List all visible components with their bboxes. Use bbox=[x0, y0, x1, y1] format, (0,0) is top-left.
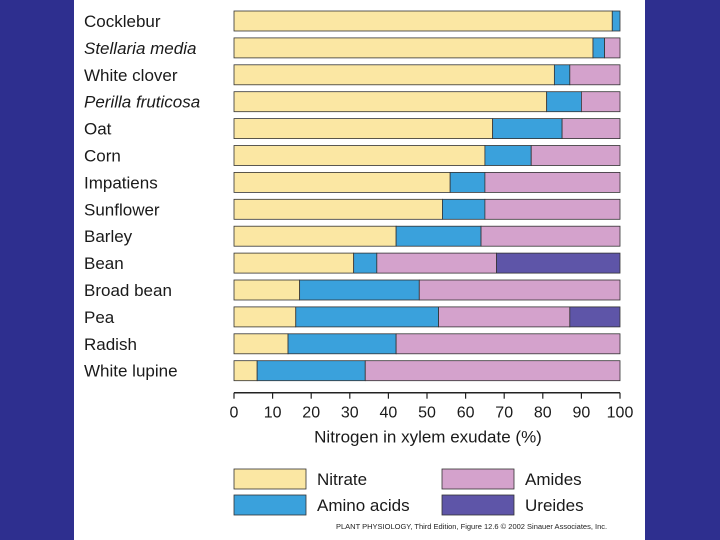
category-label-barley: Barley bbox=[84, 227, 133, 246]
legend: Nitrate Amides Amino acids Ureides bbox=[233, 468, 584, 516]
bar-bean-amino-acids bbox=[353, 252, 378, 274]
bar-pea-ureides bbox=[569, 306, 621, 328]
category-label-impatiens: Impatiens bbox=[84, 173, 158, 192]
category-label-corn: Corn bbox=[84, 147, 121, 166]
bar-stellaria-media-amino-acids bbox=[592, 37, 605, 59]
category-label-oat: Oat bbox=[84, 120, 112, 139]
legend-label-amides: Amides bbox=[525, 470, 582, 489]
legend-label-amino-acids: Amino acids bbox=[317, 496, 410, 515]
x-tick-label-70: 70 bbox=[495, 405, 513, 422]
bar-barley-amides bbox=[480, 225, 621, 247]
bar-barley-nitrate bbox=[233, 225, 397, 247]
bar-white-lupine-amino-acids bbox=[256, 360, 366, 382]
bar-radish-amides bbox=[395, 333, 621, 355]
bars-layer bbox=[233, 10, 621, 382]
bar-white-clover-amides bbox=[569, 64, 621, 86]
bar-cocklebur-nitrate bbox=[233, 10, 613, 32]
x-tick-label-30: 30 bbox=[341, 405, 359, 422]
bar-broad-bean-nitrate bbox=[233, 279, 301, 301]
bar-impatiens-amides bbox=[484, 171, 621, 193]
bar-stellaria-media-amides bbox=[604, 37, 621, 59]
category-label-sunflower: Sunflower bbox=[84, 200, 160, 219]
legend-swatch-amino-acids bbox=[233, 494, 307, 516]
category-label-stellaria-media: Stellaria media bbox=[84, 39, 196, 58]
bar-cocklebur-amino-acids bbox=[611, 10, 621, 32]
bar-white-lupine-nitrate bbox=[233, 360, 258, 382]
bar-sunflower-amides bbox=[484, 198, 621, 220]
bar-corn-amides bbox=[530, 145, 621, 166]
bar-bean-ureides bbox=[496, 252, 621, 274]
x-tick-label-10: 10 bbox=[264, 405, 282, 422]
bar-radish-amino-acids bbox=[287, 333, 397, 355]
bar-oat-amino-acids bbox=[492, 118, 563, 139]
bar-corn-amino-acids bbox=[484, 145, 532, 166]
legend-swatch-amides bbox=[441, 468, 515, 490]
category-label-bean: Bean bbox=[84, 254, 124, 273]
legend-label-nitrate: Nitrate bbox=[317, 470, 367, 489]
bar-bean-amides bbox=[376, 252, 497, 274]
x-tick-label-20: 20 bbox=[302, 405, 320, 422]
bar-white-clover-amino-acids bbox=[553, 64, 571, 86]
legend-label-ureides: Ureides bbox=[525, 496, 584, 515]
bar-sunflower-nitrate bbox=[233, 198, 443, 220]
category-label-perilla-fruticosa: Perilla fruticosa bbox=[84, 93, 200, 112]
bar-sunflower-amino-acids bbox=[442, 198, 486, 220]
bar-perilla-fruticosa-nitrate bbox=[233, 91, 548, 113]
bar-corn-nitrate bbox=[233, 145, 486, 166]
category-label-cocklebur: Cocklebur bbox=[84, 12, 161, 31]
x-tick-label-40: 40 bbox=[380, 405, 398, 422]
bar-stellaria-media-nitrate bbox=[233, 37, 594, 59]
legend-swatch-ureides bbox=[441, 494, 515, 516]
x-tick-label-50: 50 bbox=[418, 405, 436, 422]
category-labels: Cocklebur Stellaria media White clover Peri… bbox=[84, 12, 200, 381]
bar-perilla-fruticosa-amino-acids bbox=[546, 91, 582, 113]
bar-broad-bean-amides bbox=[418, 279, 621, 301]
bar-oat-nitrate bbox=[233, 118, 494, 139]
x-axis: 0 10 20 30 40 50 60 70 80 90 100 bbox=[230, 391, 634, 422]
x-tick-label-80: 80 bbox=[534, 405, 552, 422]
x-axis-title: Nitrogen in xylem exudate (%) bbox=[314, 428, 542, 447]
bar-pea-amino-acids bbox=[295, 306, 439, 328]
bar-pea-amides bbox=[438, 306, 571, 328]
bar-impatiens-amino-acids bbox=[449, 171, 486, 193]
category-label-white-clover: White clover bbox=[84, 66, 178, 85]
bar-impatiens-nitrate bbox=[233, 171, 451, 193]
bar-oat-amides bbox=[561, 118, 621, 139]
bar-barley-amino-acids bbox=[395, 225, 482, 247]
bar-broad-bean-amino-acids bbox=[299, 279, 420, 301]
bar-white-lupine-amides bbox=[364, 360, 621, 382]
category-label-broad-bean: Broad bean bbox=[84, 281, 172, 300]
stacked-bar-chart: Cocklebur Stellaria media White clover Peri… bbox=[84, 10, 634, 516]
x-tick-label-0: 0 bbox=[230, 405, 239, 422]
figure-panel: Cocklebur Stellaria media White clover Peri… bbox=[74, 0, 645, 540]
figure-credit: PLANT PHYSIOLOGY, Third Edition, Figure … bbox=[336, 522, 608, 531]
bar-white-clover-nitrate bbox=[233, 64, 555, 86]
bar-pea-nitrate bbox=[233, 306, 297, 328]
category-label-white-lupine: White lupine bbox=[84, 362, 178, 381]
category-label-pea: Pea bbox=[84, 308, 115, 327]
x-tick-label-60: 60 bbox=[457, 405, 475, 422]
x-tick-label-90: 90 bbox=[573, 405, 591, 422]
bar-perilla-fruticosa-amides bbox=[580, 91, 621, 113]
x-tick-label-100: 100 bbox=[607, 405, 634, 422]
bar-radish-nitrate bbox=[233, 333, 289, 355]
bar-bean-nitrate bbox=[233, 252, 355, 274]
category-label-radish: Radish bbox=[84, 335, 137, 354]
legend-swatch-nitrate bbox=[233, 468, 307, 490]
